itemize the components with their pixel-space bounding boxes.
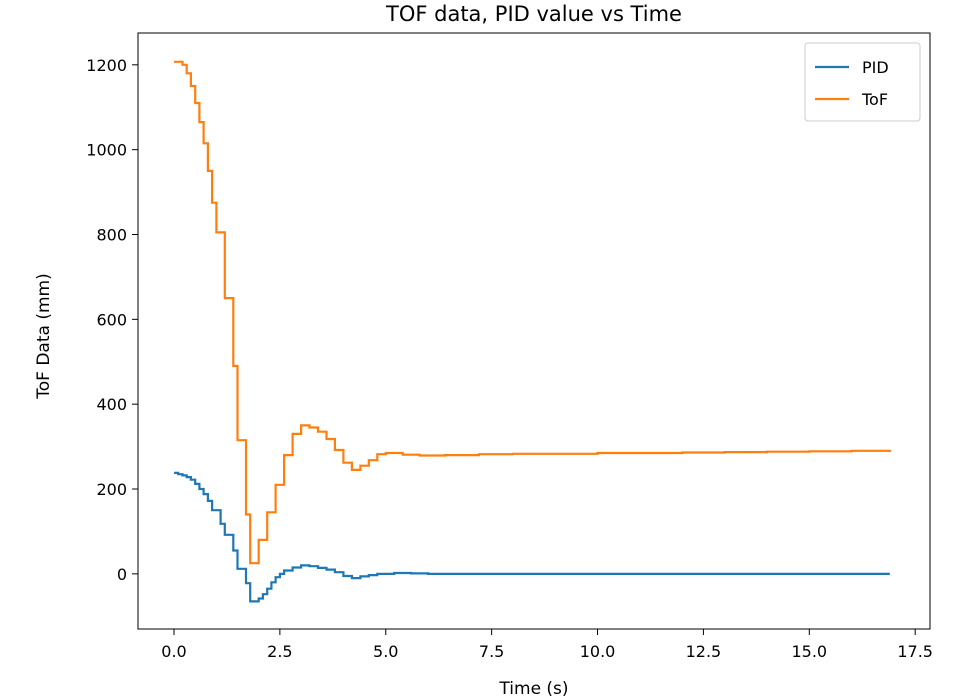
series-line-tof xyxy=(174,60,891,565)
legend-label-tof: ToF xyxy=(861,90,888,109)
y-tick-label: 400 xyxy=(96,395,127,414)
x-tick-label: 0.0 xyxy=(161,642,186,661)
legend-label-pid: PID xyxy=(862,58,889,77)
legend-box xyxy=(804,42,921,122)
x-tick-label: 2.5 xyxy=(267,642,292,661)
x-tick-label: 10.0 xyxy=(580,642,616,661)
y-tick-label: 0 xyxy=(117,565,127,584)
x-tick-label: 12.5 xyxy=(686,642,722,661)
x-axis-ticks: 0.0 2.5 5.0 7.5 10.0 12.5 15.0 17.5 xyxy=(161,629,933,661)
x-tick-label: 17.5 xyxy=(897,642,933,661)
y-tick-label: 600 xyxy=(96,310,127,329)
x-tick-label: 5.0 xyxy=(373,642,398,661)
y-axis-ticks: 0 200 400 600 800 1000 1200 xyxy=(86,56,138,584)
chart-title: TOF data, PID value vs Time xyxy=(385,2,682,26)
series-line-pid xyxy=(174,471,890,603)
y-tick-label: 1000 xyxy=(86,141,127,160)
legend: PID ToF xyxy=(804,42,921,122)
x-tick-label: 15.0 xyxy=(791,642,827,661)
y-tick-label: 1200 xyxy=(86,56,127,75)
y-axis-label: ToF Data (mm) xyxy=(34,273,54,399)
x-tick-label: 7.5 xyxy=(479,642,504,661)
plot-frame xyxy=(137,32,931,630)
y-tick-label: 800 xyxy=(96,225,127,244)
plot-series-group xyxy=(174,60,891,603)
x-axis-label: Time (s) xyxy=(498,679,568,699)
y-tick-label: 200 xyxy=(96,480,127,499)
